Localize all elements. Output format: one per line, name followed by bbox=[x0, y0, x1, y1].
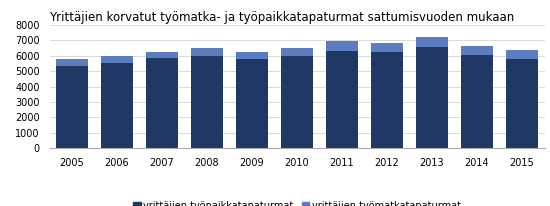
Bar bbox=[326, 51, 358, 148]
Bar bbox=[191, 48, 223, 56]
Bar bbox=[506, 50, 538, 59]
Bar bbox=[281, 48, 313, 56]
Text: Yrittäjien korvatut työmatka- ja työpaikkatapaturmat sattumisvuoden mukaan: Yrittäjien korvatut työmatka- ja työpaik… bbox=[50, 11, 515, 23]
Bar bbox=[236, 52, 268, 60]
Bar bbox=[326, 41, 358, 51]
Bar bbox=[56, 66, 88, 148]
Bar bbox=[281, 56, 313, 148]
Bar bbox=[191, 56, 223, 148]
Bar bbox=[236, 60, 268, 148]
Bar bbox=[371, 52, 403, 148]
Bar bbox=[371, 43, 403, 52]
Bar bbox=[461, 55, 493, 148]
Bar bbox=[146, 58, 178, 148]
Bar bbox=[506, 59, 538, 148]
Bar bbox=[416, 37, 448, 47]
Bar bbox=[56, 59, 88, 66]
Bar bbox=[101, 56, 133, 63]
Bar bbox=[101, 63, 133, 148]
Bar bbox=[461, 46, 493, 55]
Bar bbox=[146, 52, 178, 58]
Bar bbox=[416, 47, 448, 148]
Legend: yrittäjien työpaikkatapaturmat, yrittäjien työmatkatapaturmat: yrittäjien työpaikkatapaturmat, yrittäji… bbox=[129, 197, 465, 206]
